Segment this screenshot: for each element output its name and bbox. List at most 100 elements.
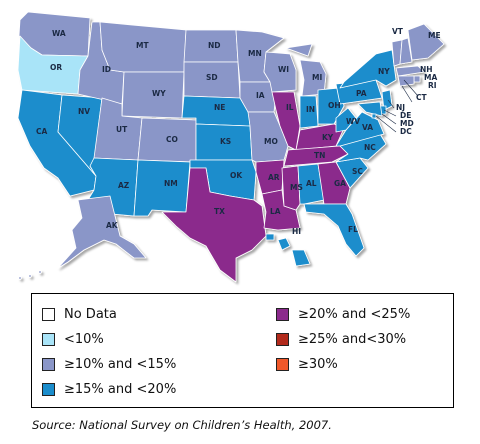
state-label-tx: TX [214,207,225,216]
state-label-nd: ND [208,41,221,50]
state-label-vt: VT [392,27,404,36]
state-label-ca: CA [36,127,48,136]
state-wv [335,107,357,133]
state-tn [283,145,349,167]
state-va [335,111,385,147]
legend-item-lt10: <10% [42,327,176,351]
legend-item-ge30: ≥30% [276,352,410,376]
state-label-sc: SC [352,167,363,176]
leader-line-1 [403,79,419,97]
state-label-tn: TN [314,151,325,160]
legend-label: ≥25% and<30% [298,331,407,347]
state-label-la: LA [270,207,281,216]
state-label-sd: SD [206,73,218,82]
alaska-island-1 [38,270,42,274]
legend-swatch [42,332,55,346]
state-label-nc: NC [364,143,376,152]
state-label-nv: NV [78,107,90,116]
legend-label: No Data [64,306,117,322]
state-nm [133,159,191,217]
state-label-or: OR [50,63,62,72]
legend-swatch [42,307,55,321]
state-label-ks: KS [220,137,231,146]
state-ri [413,75,421,83]
state-tx [161,167,267,283]
state-label-mn: MN [248,49,262,58]
state-ct [397,75,415,87]
state-ny [339,49,397,89]
state-label-il: IL [286,103,294,112]
state-nj [381,89,393,111]
state-label-wv: WV [346,117,360,126]
state-ga [317,161,351,205]
state-label-id: ID [102,65,111,74]
legend-swatch [42,357,55,371]
legend-label: ≥30% [298,356,338,372]
legend-column-right: ≥20% and <25% ≥25% and<30% ≥30% [276,302,410,377]
legend-label: <10% [64,331,104,347]
state-label-mt: MT [136,41,149,50]
state-label-ok: OK [230,171,243,180]
state-label-ma: MA [424,73,437,82]
state-label-ut: UT [116,125,128,134]
legend-swatch [276,332,289,346]
state-label-ri: RI [428,81,437,90]
legend-item-c20-25: ≥20% and <25% [276,302,410,326]
state-label-nh: NH [420,65,433,74]
state-nh [399,37,413,65]
state-label-oh: OH [328,101,341,110]
map-svg: WA OR CA NV ID MT WY UT AZ CO NM ND SD NE KS OK TX MN IA MO… [17,11,445,283]
leader-line-5 [381,113,397,125]
legend-label: ≥10% and <15% [64,356,177,372]
state-il [271,91,301,151]
state-label-dc: DC [400,127,412,136]
state-label-ky: KY [322,133,334,142]
legend-swatch [276,307,289,321]
alaska-island-2 [28,274,32,278]
state-label-va: VA [362,123,373,132]
state-ma [395,65,425,77]
state-label-wa: WA [52,29,66,38]
legend-swatch [276,357,289,371]
state-label-de: DE [400,111,411,120]
state-al [297,163,325,205]
state-label-ct: CT [416,93,428,102]
legend-item-c25-30: ≥25% and<30% [276,327,410,351]
state-label-fl: FL [348,225,358,234]
state-label-ny: NY [378,67,390,76]
state-label-ne: NE [214,103,225,112]
state-label-nj: NJ [396,103,405,112]
state-label-co: CO [166,135,178,144]
leader-line-2 [401,85,413,103]
us-choropleth-map: WA OR CA NV ID MT WY UT AZ CO NM ND SD NE KS OK TX MN IA MO… [17,11,445,283]
state-label-ar: AR [268,173,280,182]
state-fl [303,203,365,257]
leader-line-3 [387,99,395,109]
state-md [357,101,383,117]
legend-item-no-data: No Data [42,302,176,326]
state-label-mi: MI [312,73,322,82]
state-label-ms: MS [290,183,303,192]
state-label-in: IN [306,105,315,114]
state-wi [263,51,297,93]
state-hi [265,233,311,267]
state-label-md: MD [400,119,414,128]
legend: No Data <10% ≥10% and <15% ≥15% and <20% ≥2… [31,293,454,408]
source-note: Source: National Survey on Children’s He… [32,418,332,432]
state-label-pa: PA [356,89,367,98]
state-label-wy: WY [152,89,166,98]
state-la [261,189,301,231]
state-label-wi: WI [278,65,289,74]
alaska-island-3 [18,276,22,280]
state-label-mo: MO [264,137,278,146]
state-label-ak: AK [106,221,119,230]
state-label-nm: NM [164,179,178,188]
state-label-hi: HI [292,227,301,236]
legend-column-left: No Data <10% ≥10% and <15% ≥15% and <20% [42,302,176,402]
legend-label: ≥20% and <25% [298,306,411,322]
state-ak [57,195,147,269]
state-ms [281,165,301,211]
state-label-ga: GA [334,179,346,188]
state-in [299,95,319,129]
leader-line-4 [383,109,397,117]
